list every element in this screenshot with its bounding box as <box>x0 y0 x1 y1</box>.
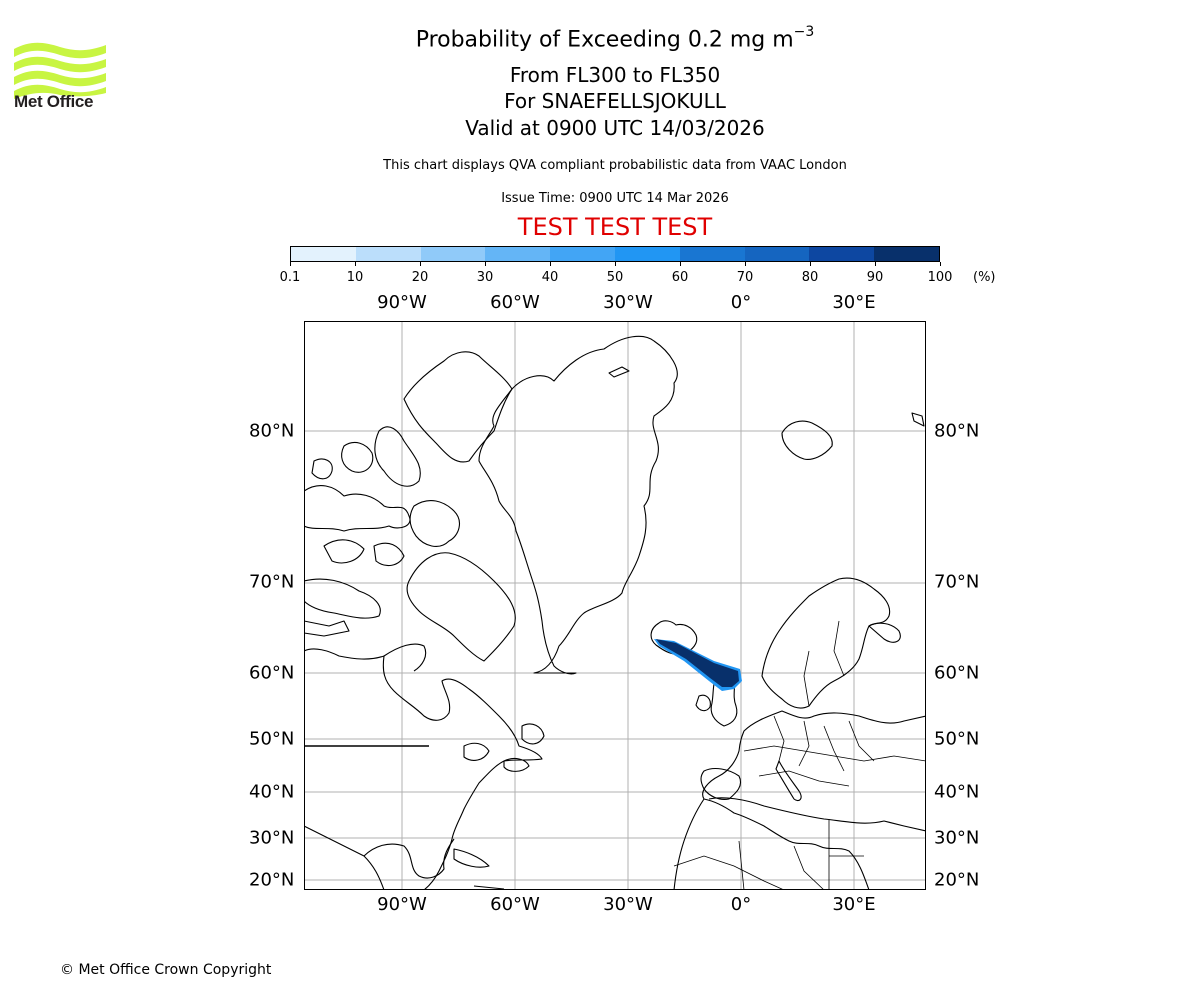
europe-coastline <box>702 710 926 890</box>
lat-label-right: 30°N <box>934 827 980 849</box>
lat-label-left: 40°N <box>249 781 295 803</box>
map-gridlines <box>304 321 926 890</box>
colorbar-segment <box>874 247 939 261</box>
colorbar-tick <box>615 262 616 266</box>
valid-time: Valid at 0900 UTC 14/03/2026 <box>465 116 765 140</box>
colorbar-tick-label: 60 <box>671 270 689 285</box>
colorbar-tick-label: 90 <box>866 270 884 285</box>
lon-label-bottom: 30°E <box>832 894 876 915</box>
lon-label-top: 0° <box>730 292 752 313</box>
chart-title-superscript: −3 <box>793 24 815 40</box>
iceland-coastline <box>650 620 698 655</box>
lon-label-top: 30°W <box>603 292 653 313</box>
chart-description: This chart displays QVA compliant probab… <box>383 158 847 173</box>
lon-label-top: 30°E <box>832 292 876 313</box>
baffin-island-coastline <box>406 552 516 662</box>
colorbar-segment <box>355 247 421 261</box>
colorbar-segment <box>744 247 810 261</box>
africa-coastline <box>708 797 926 832</box>
chart-title-main: Probability of Exceeding 0.2 mg m <box>415 27 794 53</box>
volcano-name: For SNAEFELLSJOKULL <box>504 89 726 113</box>
colorbar-tick <box>550 262 551 266</box>
lat-label-left: 70°N <box>249 571 295 593</box>
colorbar-segment <box>679 247 745 261</box>
lat-label-right: 80°N <box>934 420 980 442</box>
issue-time: Issue Time: 0900 UTC 14 Mar 2026 <box>501 191 729 206</box>
lat-label-right: 70°N <box>934 571 980 593</box>
country-borders <box>673 620 926 890</box>
canadian-arctic-coastline <box>403 351 513 463</box>
colorbar-tick <box>420 262 421 266</box>
colorbar-tick <box>355 262 356 266</box>
lon-label-top: 90°W <box>377 292 427 313</box>
copyright-notice: © Met Office Crown Copyright <box>60 962 272 978</box>
lat-label-right: 50°N <box>934 728 980 750</box>
lon-label-top: 60°W <box>490 292 540 313</box>
colorbar-tick <box>810 262 811 266</box>
lat-label-left: 30°N <box>249 827 295 849</box>
colorbar-segment <box>420 247 486 261</box>
probability-map[interactable] <box>304 321 926 890</box>
map-frame <box>304 321 926 890</box>
colorbar-tick-label: 40 <box>541 270 559 285</box>
ash-plume <box>654 639 742 691</box>
lat-label-left: 50°N <box>249 728 295 750</box>
coastlines <box>304 335 926 890</box>
colorbar-tick <box>680 262 681 266</box>
colorbar-tick-label: 0.1 <box>279 270 301 285</box>
colorbar-segment <box>291 247 356 261</box>
test-banner: TEST TEST TEST <box>517 213 713 241</box>
colorbar-tick <box>745 262 746 266</box>
met-office-logo-text: Met Office <box>14 92 94 111</box>
colorbar-segment <box>614 247 680 261</box>
colorbar-unit: (%) <box>973 270 996 285</box>
colorbar-tick-label: 50 <box>606 270 624 285</box>
lon-label-bottom: 0° <box>730 894 752 915</box>
colorbar-segment <box>809 247 875 261</box>
lon-label-bottom: 30°W <box>603 894 653 915</box>
colorbar-tick-label: 30 <box>476 270 494 285</box>
lat-label-right: 60°N <box>934 662 980 684</box>
greenland-coastline <box>478 335 678 675</box>
colorbar-tick-label: 10 <box>346 270 364 285</box>
colorbar-tick <box>485 262 486 266</box>
colorbar-tick <box>940 262 941 266</box>
lat-label-right: 40°N <box>934 781 980 803</box>
lat-label-left: 20°N <box>249 869 295 891</box>
flight-level-range: From FL300 to FL350 <box>509 63 721 87</box>
lon-label-bottom: 60°W <box>490 894 540 915</box>
colorbar-segment <box>550 247 615 261</box>
colorbar-tick-label: 80 <box>801 270 819 285</box>
lat-label-right: 20°N <box>934 869 980 891</box>
lat-label-left: 60°N <box>249 662 295 684</box>
colorbar-tick <box>290 262 291 266</box>
colorbar-tick-label: 20 <box>411 270 429 285</box>
colorbar-tick <box>875 262 876 266</box>
lat-label-left: 80°N <box>249 420 295 442</box>
chart-title: Probability of Exceeding 0.2 mg m−3 <box>0 24 1200 53</box>
met-office-logo-icon <box>14 42 106 99</box>
probability-colorbar <box>290 246 940 262</box>
lon-label-bottom: 90°W <box>377 894 427 915</box>
colorbar-tick-label: 100 <box>927 270 953 285</box>
colorbar-tick-label: 70 <box>736 270 754 285</box>
colorbar-segment <box>485 247 551 261</box>
north-america-coastline <box>304 648 543 890</box>
